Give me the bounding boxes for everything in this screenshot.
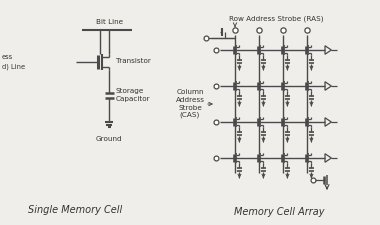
Text: d) Line: d) Line [2,63,25,70]
Text: Transistor: Transistor [116,58,151,64]
Text: Single Memory Cell: Single Memory Cell [28,205,122,215]
Text: Storage
Capacitor: Storage Capacitor [116,88,150,102]
Text: ess: ess [2,54,13,60]
Text: Memory Cell Array: Memory Cell Array [234,207,324,217]
Text: Bit Line: Bit Line [97,19,124,25]
Text: Column
Address
Strobe
(CAS): Column Address Strobe (CAS) [176,90,204,119]
Text: Row Address Strobe (RAS): Row Address Strobe (RAS) [229,16,323,22]
Text: Ground: Ground [96,136,122,142]
